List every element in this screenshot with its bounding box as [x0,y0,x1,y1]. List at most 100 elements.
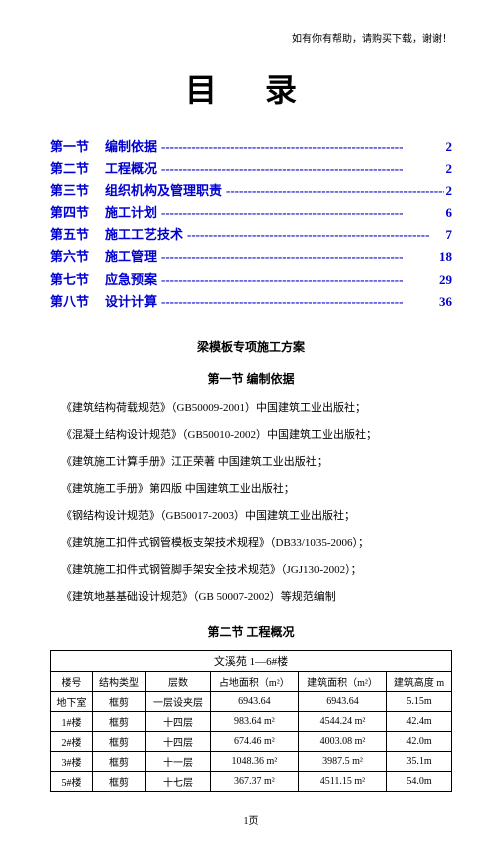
table-cell: 1#楼 [51,711,93,731]
reference-line: 《建筑施工计算手册》江正荣著 中国建筑工业出版社； [50,451,452,473]
table-cell: 6943.64 [210,691,298,711]
table-row: 3#楼框剪十一层1048.36 m²3987.5 m²35.1m [51,751,452,771]
table-header-cell: 建筑面积（m²） [298,671,386,691]
toc-row[interactable]: 第三节组织机构及管理职责----------------------------… [50,180,452,202]
building-table: 文溪苑 1—6#楼 楼号结构类型层数占地面积（m²）建筑面积（m²）建筑高度 m… [50,650,452,792]
table-cell: 4511.15 m² [298,771,386,791]
toc-row[interactable]: 第四节施工计划---------------------------------… [50,202,452,224]
toc-leader: ----------------------------------------… [187,224,443,246]
table-cell: 5.15m [387,691,452,711]
table-header-cell: 楼号 [51,671,93,691]
toc-section-label: 第五节 [50,224,105,246]
section-1-body: 《建筑结构荷载规范》（GB50009-2001）中国建筑工业出版社； 《混凝土结构… [50,397,452,608]
toc-item-name: 施工管理 [105,246,161,268]
toc-leader: ----------------------------------------… [161,136,443,158]
toc-row[interactable]: 第一节编制依据---------------------------------… [50,136,452,158]
table-cell: 5#楼 [51,771,93,791]
page-title: 目 录 [50,65,452,111]
toc-page-number: 18 [437,246,452,268]
toc-leader: ----------------------------------------… [226,180,443,202]
table-cell: 983.64 m² [210,711,298,731]
toc-item-name: 工程概况 [105,158,161,180]
toc-item-name: 组织机构及管理职责 [105,180,226,202]
table-cell: 4003.08 m² [298,731,386,751]
table-cell: 3987.5 m² [298,751,386,771]
table-header-cell: 层数 [146,671,211,691]
toc-section-label: 第六节 [50,246,105,268]
table-row: 地下室框剪一层设夹层6943.646943.645.15m [51,691,452,711]
toc-leader: ----------------------------------------… [161,269,437,291]
toc-item-name: 设计计算 [105,291,161,313]
table-row: 1#楼框剪十四层983.64 m²4544.24 m²42.4m [51,711,452,731]
toc-row[interactable]: 第七节应急预案---------------------------------… [50,269,452,291]
toc-row[interactable]: 第八节设计计算---------------------------------… [50,291,452,313]
table-cell: 6943.64 [298,691,386,711]
reference-line: 《建筑施工扣件式钢管脚手架安全技术规范》（JGJ130-2002）； [50,559,452,581]
table-cell: 一层设夹层 [146,691,211,711]
table-header-cell: 占地面积（m²） [210,671,298,691]
toc-page-number: 29 [437,269,452,291]
table-of-contents: 第一节编制依据---------------------------------… [50,136,452,313]
toc-leader: ----------------------------------------… [161,246,437,268]
reference-line: 《建筑地基基础设计规范》（GB 50007-2002）等规范编制 [50,586,452,608]
table-cell: 十七层 [146,771,211,791]
reference-line: 《建筑施工手册》第四版 中国建筑工业出版社； [50,478,452,500]
header-note: 如有你有帮助，请购买下载，谢谢！ [50,30,452,45]
table-cell: 框剪 [92,731,145,751]
reference-line: 《钢结构设计规范》（GB50017-2003）中国建筑工业出版社； [50,505,452,527]
table-header-cell: 建筑高度 m [387,671,452,691]
reference-line: 《建筑施工扣件式钢管模板支架技术规程》（DB33/1035-2006）； [50,532,452,554]
table-header-cell: 结构类型 [92,671,145,691]
toc-leader: ----------------------------------------… [161,202,443,224]
toc-row[interactable]: 第六节施工管理---------------------------------… [50,246,452,268]
table-cell: 3#楼 [51,751,93,771]
table-cell: 十四层 [146,731,211,751]
table-cell: 框剪 [92,751,145,771]
table-title: 文溪苑 1—6#楼 [51,650,452,671]
toc-section-label: 第四节 [50,202,105,224]
toc-page-number: 2 [444,180,453,202]
toc-leader: ----------------------------------------… [161,291,437,313]
page: 如有你有帮助，请购买下载，谢谢！ 目 录 第一节编制依据------------… [0,0,502,867]
toc-section-label: 第二节 [50,158,105,180]
reference-line: 《建筑结构荷载规范》（GB50009-2001）中国建筑工业出版社； [50,397,452,419]
page-footer: 1页 [50,812,452,827]
table-cell: 35.1m [387,751,452,771]
reference-line: 《混凝土结构设计规范》（GB50010-2002）中国建筑工业出版社； [50,424,452,446]
toc-page-number: 7 [444,224,453,246]
toc-section-label: 第八节 [50,291,105,313]
table-cell: 框剪 [92,771,145,791]
table-cell: 框剪 [92,711,145,731]
toc-leader: ----------------------------------------… [161,158,443,180]
table-row: 2#楼框剪十四层674.46 m²4003.08 m²42.0m [51,731,452,751]
table-cell: 2#楼 [51,731,93,751]
toc-page-number: 36 [437,291,452,313]
toc-row[interactable]: 第二节工程概况---------------------------------… [50,158,452,180]
table-cell: 4544.24 m² [298,711,386,731]
table-cell: 42.4m [387,711,452,731]
table-cell: 674.46 m² [210,731,298,751]
table-cell: 367.37 m² [210,771,298,791]
toc-item-name: 应急预案 [105,269,161,291]
table-cell: 42.0m [387,731,452,751]
toc-item-name: 编制依据 [105,136,161,158]
toc-section-label: 第一节 [50,136,105,158]
table-cell: 地下室 [51,691,93,711]
table-row: 5#楼框剪十七层367.37 m²4511.15 m²54.0m [51,771,452,791]
toc-page-number: 6 [444,202,453,224]
toc-page-number: 2 [444,158,453,180]
table-cell: 54.0m [387,771,452,791]
table-cell: 十一层 [146,751,211,771]
toc-section-label: 第三节 [50,180,105,202]
toc-item-name: 施工工艺技术 [105,224,187,246]
table-cell: 1048.36 m² [210,751,298,771]
toc-row[interactable]: 第五节施工工艺技术-------------------------------… [50,224,452,246]
toc-section-label: 第七节 [50,269,105,291]
toc-page-number: 2 [444,136,453,158]
table-cell: 十四层 [146,711,211,731]
table-cell: 框剪 [92,691,145,711]
section-2-heading: 第二节 工程概况 [50,623,452,640]
section-1-heading: 第一节 编制依据 [50,370,452,387]
document-subtitle: 梁模板专项施工方案 [50,338,452,355]
toc-item-name: 施工计划 [105,202,161,224]
